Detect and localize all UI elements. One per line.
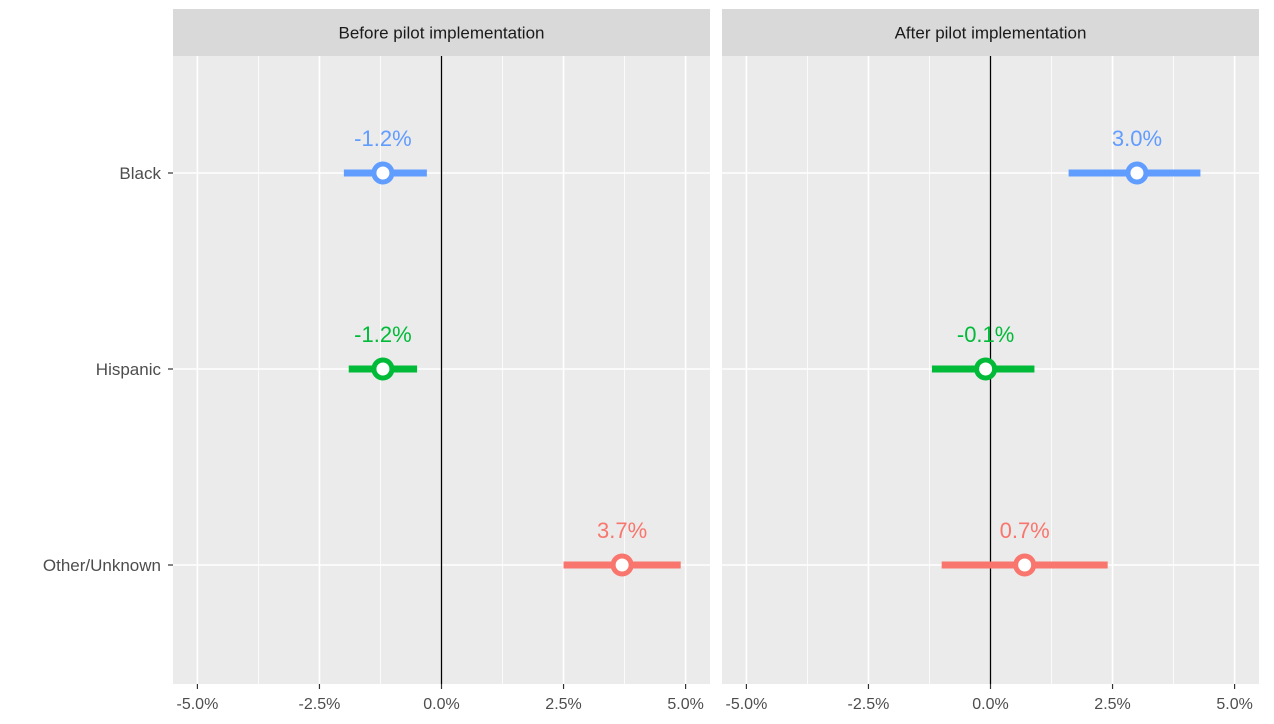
x-tick-label: 5.0%	[667, 696, 703, 713]
x-tick-label: 0.0%	[972, 696, 1008, 713]
point-estimate	[974, 357, 998, 381]
point-estimate	[1125, 161, 1149, 185]
data-label: -1.2%	[354, 322, 411, 347]
panel-after: After pilot implementation -5.0% -2.5% 0.0%…	[722, 9, 1259, 713]
point-estimate	[610, 553, 634, 577]
x-tick-label: 5.0%	[1216, 696, 1252, 713]
panel-title: After pilot implementation	[895, 24, 1087, 43]
point-estimate	[371, 161, 395, 185]
point-estimate	[371, 357, 395, 381]
x-tick-label: 2.5%	[1094, 696, 1130, 713]
x-tick-label: 2.5%	[545, 696, 581, 713]
x-tick-label: -5.0%	[177, 696, 219, 713]
panel-strip	[173, 9, 710, 56]
x-tick-label: -2.5%	[299, 696, 341, 713]
x-tick-label: 0.0%	[423, 696, 459, 713]
panel-title: Before pilot implementation	[338, 24, 544, 43]
data-label: 0.7%	[1000, 518, 1050, 543]
x-tick-label: -5.0%	[726, 696, 768, 713]
category-label: Hispanic	[96, 360, 162, 379]
category-label: Black	[119, 164, 161, 183]
point-estimate	[1013, 553, 1037, 577]
data-label: 3.7%	[597, 518, 647, 543]
data-label: -0.1%	[957, 322, 1014, 347]
category-label: Other/Unknown	[43, 556, 161, 575]
panel-strip	[722, 9, 1259, 56]
data-label: 3.0%	[1112, 126, 1162, 151]
panel-before: Before pilot implementation -5.0% -2.5% 0.0…	[173, 9, 710, 713]
data-label: -1.2%	[354, 126, 411, 151]
x-tick-label: -2.5%	[848, 696, 890, 713]
